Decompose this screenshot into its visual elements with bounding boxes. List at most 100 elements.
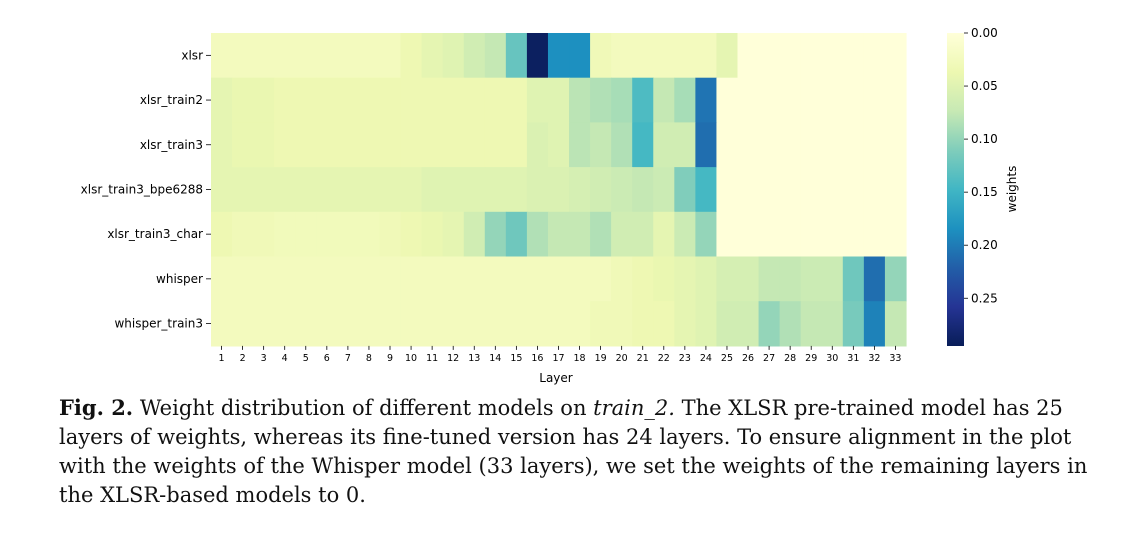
heatmap-cell: [316, 211, 338, 258]
row-label: whisper: [156, 272, 203, 286]
heatmap-cell: [232, 77, 254, 123]
heatmap-cell: [737, 256, 760, 302]
heatmap-cell: [821, 77, 844, 123]
column-label: 23: [679, 353, 691, 364]
heatmap-cell: [821, 301, 844, 347]
caption-fig-label: Fig. 2.: [59, 395, 134, 420]
heatmap-cell: [358, 301, 381, 347]
heatmap-cell: [821, 211, 844, 258]
heatmap-cell: [505, 256, 528, 302]
heatmap-cell: [274, 77, 296, 123]
heatmap-cell: [653, 167, 675, 213]
heatmap-cell: [337, 33, 360, 79]
heatmap-cell: [800, 301, 823, 347]
column-label: 33: [889, 353, 901, 364]
heatmap-cell: [274, 301, 296, 347]
heatmap-cell: [316, 122, 338, 168]
heatmap-cell: [274, 256, 296, 302]
heatmap-cell: [779, 256, 802, 302]
heatmap-cell: [442, 167, 465, 213]
heatmap-cell: [274, 211, 296, 258]
column-label: 1: [219, 353, 225, 364]
heatmap-cell: [400, 211, 423, 258]
heatmap-cell: [800, 256, 823, 302]
heatmap-cell: [695, 77, 718, 123]
heatmap-cell: [779, 211, 802, 258]
heatmap-cell: [484, 211, 507, 258]
heatmap-cell: [569, 77, 591, 123]
heatmap-cell: [379, 122, 402, 168]
heatmap-cell: [653, 256, 675, 302]
heatmap-cell: [590, 256, 612, 302]
column-label: 31: [847, 353, 859, 364]
heatmap-cell: [884, 211, 907, 258]
heatmap-cell: [442, 122, 465, 168]
heatmap-cell: [421, 77, 444, 123]
heatmap-cell: [674, 77, 696, 123]
heatmap-cell: [274, 33, 296, 79]
heatmap-cell: [505, 301, 528, 347]
heatmap-cell: [505, 77, 528, 123]
heatmap-cell: [842, 77, 865, 123]
heatmap-cell: [526, 167, 549, 213]
heatmap-cell: [400, 122, 423, 168]
heatmap-cell: [842, 301, 865, 347]
x-axis-label: Layer: [539, 371, 573, 385]
heatmap-cell: [526, 211, 549, 258]
heatmap-cell: [716, 211, 739, 258]
column-label: 25: [721, 353, 733, 364]
heatmap-cell: [653, 301, 675, 347]
heatmap-cell: [842, 122, 865, 168]
caption-italic-term: train_2.: [593, 396, 675, 420]
heatmap-cell: [779, 33, 802, 79]
heatmap-cell: [484, 167, 507, 213]
heatmap-cell: [611, 256, 633, 302]
heatmap-cell: [737, 77, 760, 123]
heatmap-cell: [863, 167, 886, 213]
heatmap-cell: [569, 301, 591, 347]
heatmap-cell: [211, 122, 233, 168]
heatmap-cell: [695, 256, 718, 302]
heatmap-cell: [758, 211, 781, 258]
column-label: 14: [489, 353, 501, 364]
heatmap-cell: [253, 301, 275, 347]
column-label: 21: [637, 353, 649, 364]
heatmap-cell: [758, 77, 781, 123]
heatmap-cell: [632, 167, 654, 213]
heatmap-cell: [884, 122, 907, 168]
heatmap-cell: [316, 301, 338, 347]
column-label: 6: [324, 353, 330, 364]
figure-caption: Fig. 2. Weight distribution of different…: [59, 393, 1109, 510]
heatmap-cell: [253, 33, 275, 79]
heatmap-cell: [337, 301, 360, 347]
row-label: xlsr_train3_bpe6288: [81, 182, 203, 196]
heatmap-cell: [632, 122, 654, 168]
heatmap-cell: [590, 122, 612, 168]
heatmap-cell: [611, 167, 633, 213]
heatmap-cell: [421, 256, 444, 302]
heatmap-cell: [737, 33, 760, 79]
heatmap-cell: [632, 301, 654, 347]
heatmap-cell: [547, 33, 570, 79]
heatmap-cell: [358, 33, 381, 79]
heatmap-cell: [842, 33, 865, 79]
heatmap-cell: [737, 167, 760, 213]
colorbar-ticks: 0.00 0.05 0.10 0.15 0.20 0.25: [964, 26, 998, 305]
column-label: 20: [616, 353, 628, 364]
column-label: 16: [531, 353, 543, 364]
heatmap-cell: [484, 301, 507, 347]
heatmap-cell: [379, 256, 402, 302]
row-label: xlsr_train2: [140, 93, 203, 107]
heatmap-cell: [863, 211, 886, 258]
heatmap-cell: [316, 167, 338, 213]
heatmap-cell: [526, 77, 549, 123]
heatmap-cell: [442, 301, 465, 347]
column-label: 11: [426, 353, 438, 364]
heatmap-cell: [400, 167, 423, 213]
heatmap-cell: [653, 77, 675, 123]
heatmap-cell: [569, 211, 591, 258]
heatmap-cell: [821, 256, 844, 302]
column-label: 8: [366, 353, 372, 364]
heatmap-cell: [442, 211, 465, 258]
heatmap-cell: [400, 256, 423, 302]
